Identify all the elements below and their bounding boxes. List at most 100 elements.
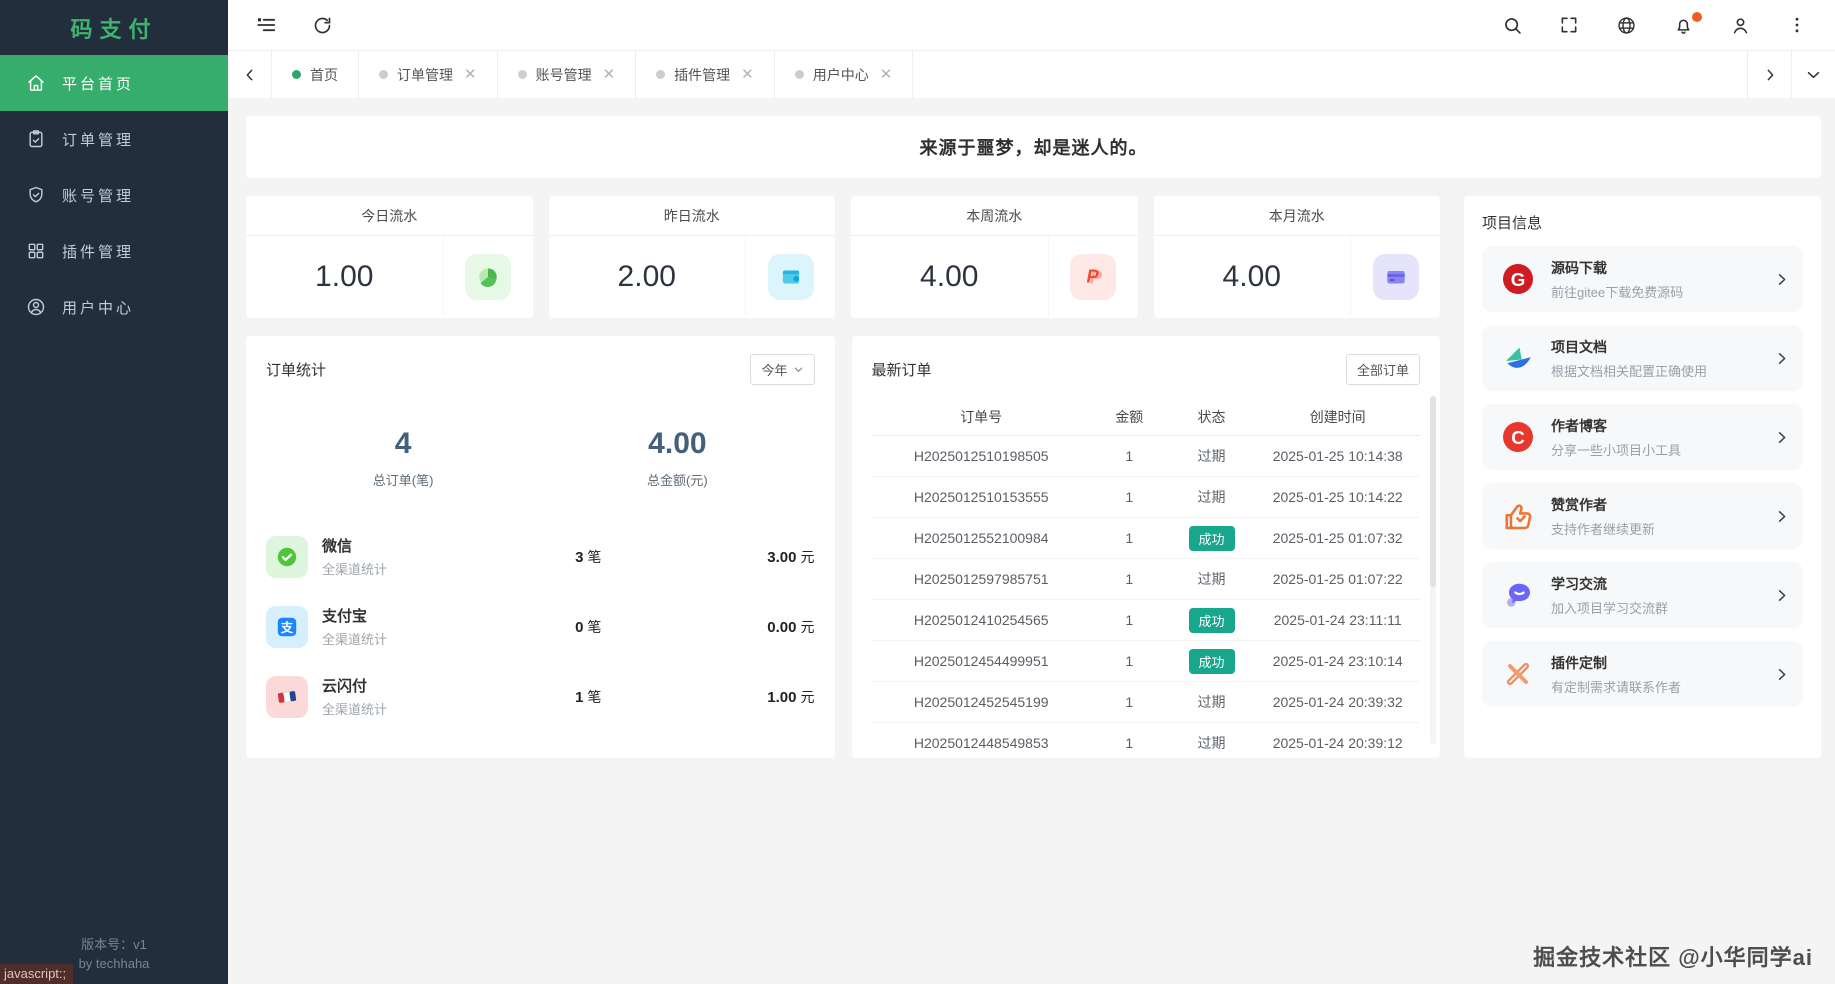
order-status: 过期 [1197,694,1226,710]
svg-text:C: C [1511,427,1525,448]
order-status: 过期 [1197,489,1226,505]
project-item-author-blog[interactable]: C 作者博客 分享一些小项目小工具 [1482,404,1803,470]
user-icon [26,297,46,317]
chevron-right-icon [1774,430,1789,445]
channel-count: 1 [575,688,584,706]
sidebar-toggle-icon[interactable] [254,13,278,37]
order-row: H2025012454499951 1 成功 2025-01-24 23:10:… [871,641,1420,682]
order-time: 2025-01-25 10:14:38 [1272,448,1403,464]
stat-card-month: 本月流水 4.00 [1153,196,1440,318]
order-id: H2025012410254565 [913,612,1049,628]
tools-icon [1498,654,1538,694]
chevron-down-icon [793,364,804,375]
sidebar-item-plugins[interactable]: 插件管理 [0,223,228,279]
sidebar-item-orders[interactable]: 订单管理 [0,111,228,167]
tab-label: 账号管理 [535,66,592,83]
range-select[interactable]: 今年 [750,354,815,385]
channel-name: 微信 [322,538,353,555]
svg-text:G: G [1511,269,1526,290]
notice-text: 来源于噩梦，却是迷人的。 [919,138,1148,158]
order-time: 2025-01-24 20:39:32 [1272,694,1403,710]
order-time: 2025-01-24 23:11:11 [1273,612,1402,628]
stat-title: 今日流水 [246,196,533,236]
project-item-plugin-custom[interactable]: 插件定制 有定制需求请联系作者 [1482,641,1803,707]
tab-orders[interactable]: 订单管理 ✕ [359,51,498,98]
project-item-donate[interactable]: 赞赏作者 支持作者继续更新 [1482,483,1803,549]
project-item-learning-group[interactable]: 学习交流 加入项目学习交流群 [1482,562,1803,628]
chevron-right-icon [1774,272,1789,287]
order-id: H2025012448549853 [913,735,1049,751]
table-scrollbar[interactable] [1430,396,1436,744]
search-icon[interactable] [1500,13,1524,37]
project-item-title: 赞赏作者 [1551,496,1607,513]
tab-accounts[interactable]: 账号管理 ✕ [498,51,637,98]
project-item-desc: 前往gitee下载免费源码 [1551,284,1684,300]
project-item-desc: 加入项目学习交流群 [1551,600,1669,616]
sidebar-item-platform-home[interactable]: 平台首页 [0,55,228,111]
project-item-title: 源码下载 [1551,259,1607,276]
watermark-text: 掘金技术社区 @小华同学ai [1533,945,1813,970]
tab-close-icon[interactable]: ✕ [741,66,754,83]
unionpay-icon [266,675,308,718]
app-logo: 码支付 [70,16,158,42]
stat-title: 本周流水 [851,196,1138,236]
sidebar-item-accounts[interactable]: 账号管理 [0,167,228,223]
tabs-scroll-left-icon[interactable] [228,51,272,98]
project-item-desc: 有定制需求请联系作者 [1551,679,1682,695]
notification-bell-icon[interactable] [1671,12,1702,37]
tabs-scroll-right-icon[interactable] [1747,51,1791,98]
language-globe-icon[interactable] [1614,13,1638,37]
shield-check-icon [26,185,46,205]
latest-orders-card: 最新订单 全部订单 订单号 金额 状态 创建时间 H2025012 [851,336,1440,764]
order-row: H2025012410254565 1 成功 2025-01-24 23:11:… [871,600,1420,641]
all-orders-button[interactable]: 全部订单 [1345,354,1420,385]
stat-card-week: 本周流水 4.00 P P [851,196,1138,318]
order-id: H2025012454499951 [913,653,1049,669]
profile-icon[interactable] [1728,13,1752,37]
tab-dot [794,70,804,79]
order-status: 过期 [1197,448,1226,464]
tab-plugins[interactable]: 插件管理 ✕ [636,51,775,98]
order-row: H2025012452545199 1 过期 2025-01-24 20:39:… [871,682,1420,723]
order-amount: 1 [1125,612,1134,628]
fullscreen-icon[interactable] [1557,13,1581,37]
orders-table: 订单号 金额 状态 创建时间 H2025012510198505 1 过期 20… [871,399,1420,764]
sidebar-item-label: 用户中心 [62,299,135,317]
stat-value: 4.00 [1222,259,1281,293]
refresh-icon[interactable] [310,13,334,37]
tab-home[interactable]: 首页 [272,51,359,98]
total-amount-label: 总金额(元) [647,473,708,488]
like-icon [1498,496,1538,536]
channel-name: 支付宝 [322,608,368,625]
order-amount: 1 [1125,653,1134,669]
project-item-desc: 分享一些小项目小工具 [1551,442,1682,458]
chevron-right-icon [1774,667,1789,682]
csdn-icon: C [1498,417,1538,457]
tab-label: 用户中心 [812,66,869,83]
chat-icon [1498,575,1538,615]
tab-close-icon[interactable]: ✕ [602,66,616,83]
svg-text:P: P [1087,265,1100,286]
tabs-menu-chevron-down-icon[interactable] [1791,51,1835,98]
tab-label: 首页 [310,66,338,83]
order-time: 2025-01-24 20:39:12 [1272,735,1403,751]
more-kebab-icon[interactable] [1785,13,1809,37]
project-item-source-download[interactable]: G 源码下载 前往gitee下载免费源码 [1482,246,1803,312]
project-item-docs[interactable]: 项目文档 根据文档相关配置正确使用 [1482,325,1803,391]
order-amount: 1 [1125,489,1134,505]
order-row: H2025012552100984 1 成功 2025-01-25 01:07:… [871,518,1420,559]
sidebar-footer: 版本号：v1 by techhaha [0,936,228,974]
tab-close-icon[interactable]: ✕ [879,66,893,83]
chevron-right-icon [1774,588,1789,603]
table-scrollbar-thumb[interactable] [1430,396,1436,588]
sidebar: 码支付 平台首页 订单管理 账号管理 [0,0,228,984]
channel-amount: 1.00 [767,688,797,706]
tab-user-center[interactable]: 用户中心 ✕ [775,51,914,98]
tab-close-icon[interactable]: ✕ [464,66,477,83]
sidebar-item-label: 平台首页 [62,75,135,93]
order-status: 过期 [1197,735,1226,751]
order-row: H2025012448549853 1 过期 2025-01-24 20:39:… [871,723,1420,764]
sidebar-item-user-center[interactable]: 用户中心 [0,279,228,335]
